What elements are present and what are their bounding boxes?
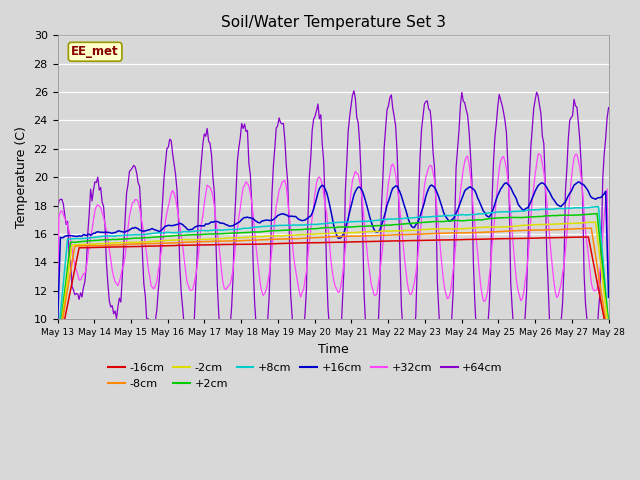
Text: EE_met: EE_met [71, 45, 119, 58]
X-axis label: Time: Time [317, 343, 348, 356]
Title: Soil/Water Temperature Set 3: Soil/Water Temperature Set 3 [221, 15, 445, 30]
Y-axis label: Temperature (C): Temperature (C) [15, 126, 28, 228]
Legend: -16cm, -8cm, -2cm, +2cm, +8cm, +16cm, +32cm, +64cm: -16cm, -8cm, -2cm, +2cm, +8cm, +16cm, +3… [104, 359, 507, 393]
